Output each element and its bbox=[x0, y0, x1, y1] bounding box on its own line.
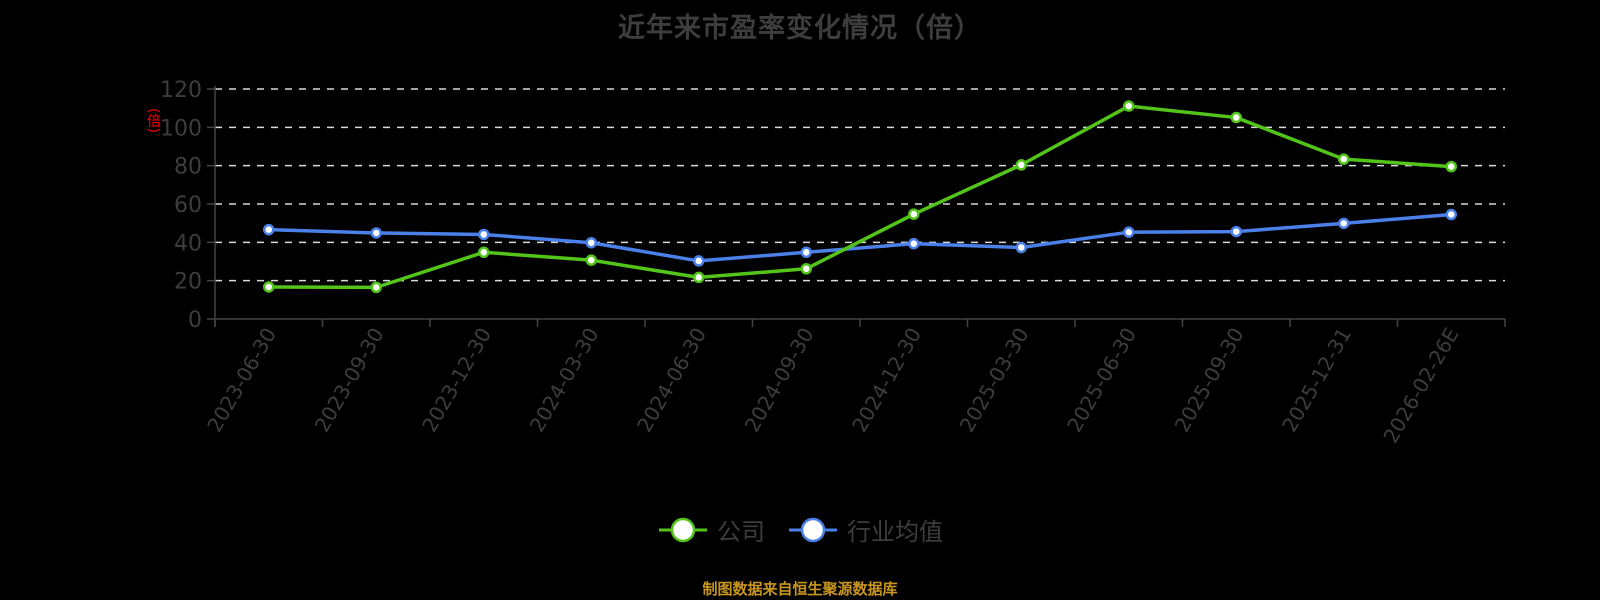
x-tick-label: 2024-09-30 bbox=[740, 324, 819, 437]
data-point[interactable] bbox=[478, 228, 490, 241]
y-tick-label: 0 bbox=[188, 308, 202, 333]
data-source-note: 制图数据来自恒生聚源数据库 bbox=[702, 580, 898, 598]
data-point[interactable] bbox=[908, 208, 920, 220]
data-point[interactable] bbox=[1338, 153, 1350, 165]
x-tick-label: 2023-12-30 bbox=[417, 324, 496, 437]
data-point[interactable] bbox=[1123, 100, 1135, 112]
x-tick-label: 2024-12-30 bbox=[847, 324, 926, 437]
data-point[interactable] bbox=[1230, 225, 1242, 238]
y-axis: 0 20 40 60 80 100 120 bbox=[160, 78, 216, 333]
x-tick-label: 2025-12-31 bbox=[1277, 324, 1356, 437]
data-point[interactable] bbox=[263, 223, 275, 236]
x-tick-label: 2024-03-30 bbox=[525, 324, 604, 437]
chart-title: 近年来市盈率变化情况（倍） bbox=[618, 13, 982, 44]
legend-label: 行业均值 bbox=[847, 518, 943, 546]
data-point[interactable] bbox=[693, 255, 705, 267]
y-axis-label: (倍) bbox=[145, 108, 161, 133]
data-point[interactable] bbox=[585, 236, 597, 249]
x-tick-label: 2025-09-30 bbox=[1170, 324, 1249, 437]
data-point[interactable] bbox=[800, 263, 812, 275]
series-lines bbox=[263, 100, 1457, 294]
data-point[interactable] bbox=[478, 246, 490, 259]
data-point[interactable] bbox=[1015, 159, 1027, 171]
y-tick-label: 20 bbox=[174, 270, 202, 295]
data-point[interactable] bbox=[1230, 111, 1242, 124]
series-industry-average bbox=[263, 208, 1457, 267]
grid-lines bbox=[215, 88, 1505, 282]
series-company bbox=[263, 100, 1457, 294]
data-point[interactable] bbox=[1445, 208, 1457, 221]
data-point[interactable] bbox=[1338, 217, 1350, 230]
x-tick-label: 2024-06-30 bbox=[632, 324, 711, 437]
data-point[interactable] bbox=[693, 271, 705, 284]
data-point[interactable] bbox=[585, 254, 597, 266]
x-tick-label: 2026-02-26E bbox=[1378, 324, 1463, 448]
legend-item-company[interactable]: 公司 bbox=[657, 512, 765, 547]
x-tick-label: 2025-03-30 bbox=[955, 324, 1034, 437]
legend-label: 公司 bbox=[717, 518, 765, 546]
data-point[interactable] bbox=[908, 237, 920, 250]
legend-item-industry-average[interactable]: 行业均值 bbox=[787, 512, 943, 547]
x-tick-label: 2023-06-30 bbox=[202, 324, 281, 437]
y-tick-label: 40 bbox=[174, 231, 202, 256]
legend: 公司 行业均值 bbox=[0, 512, 1600, 547]
x-tick-label: 2025-06-30 bbox=[1062, 324, 1141, 437]
data-point[interactable] bbox=[1445, 160, 1457, 173]
y-tick-label: 60 bbox=[174, 193, 202, 218]
legend-line-circle-icon bbox=[789, 517, 837, 542]
data-point[interactable] bbox=[1123, 226, 1135, 238]
y-tick-label: 120 bbox=[160, 78, 202, 103]
x-tick-label: 2023-09-30 bbox=[310, 324, 389, 437]
data-point[interactable] bbox=[263, 281, 275, 293]
legend-line-circle-icon bbox=[659, 517, 707, 542]
data-point[interactable] bbox=[1015, 241, 1027, 254]
y-tick-label: 100 bbox=[160, 116, 202, 141]
y-tick-label: 80 bbox=[174, 155, 202, 180]
data-point[interactable] bbox=[370, 281, 382, 294]
data-point[interactable] bbox=[800, 246, 812, 259]
data-point[interactable] bbox=[370, 227, 382, 239]
x-axis: 2023-06-30 2023-09-30 2023-12-30 2024-03-30… bbox=[202, 318, 1506, 448]
